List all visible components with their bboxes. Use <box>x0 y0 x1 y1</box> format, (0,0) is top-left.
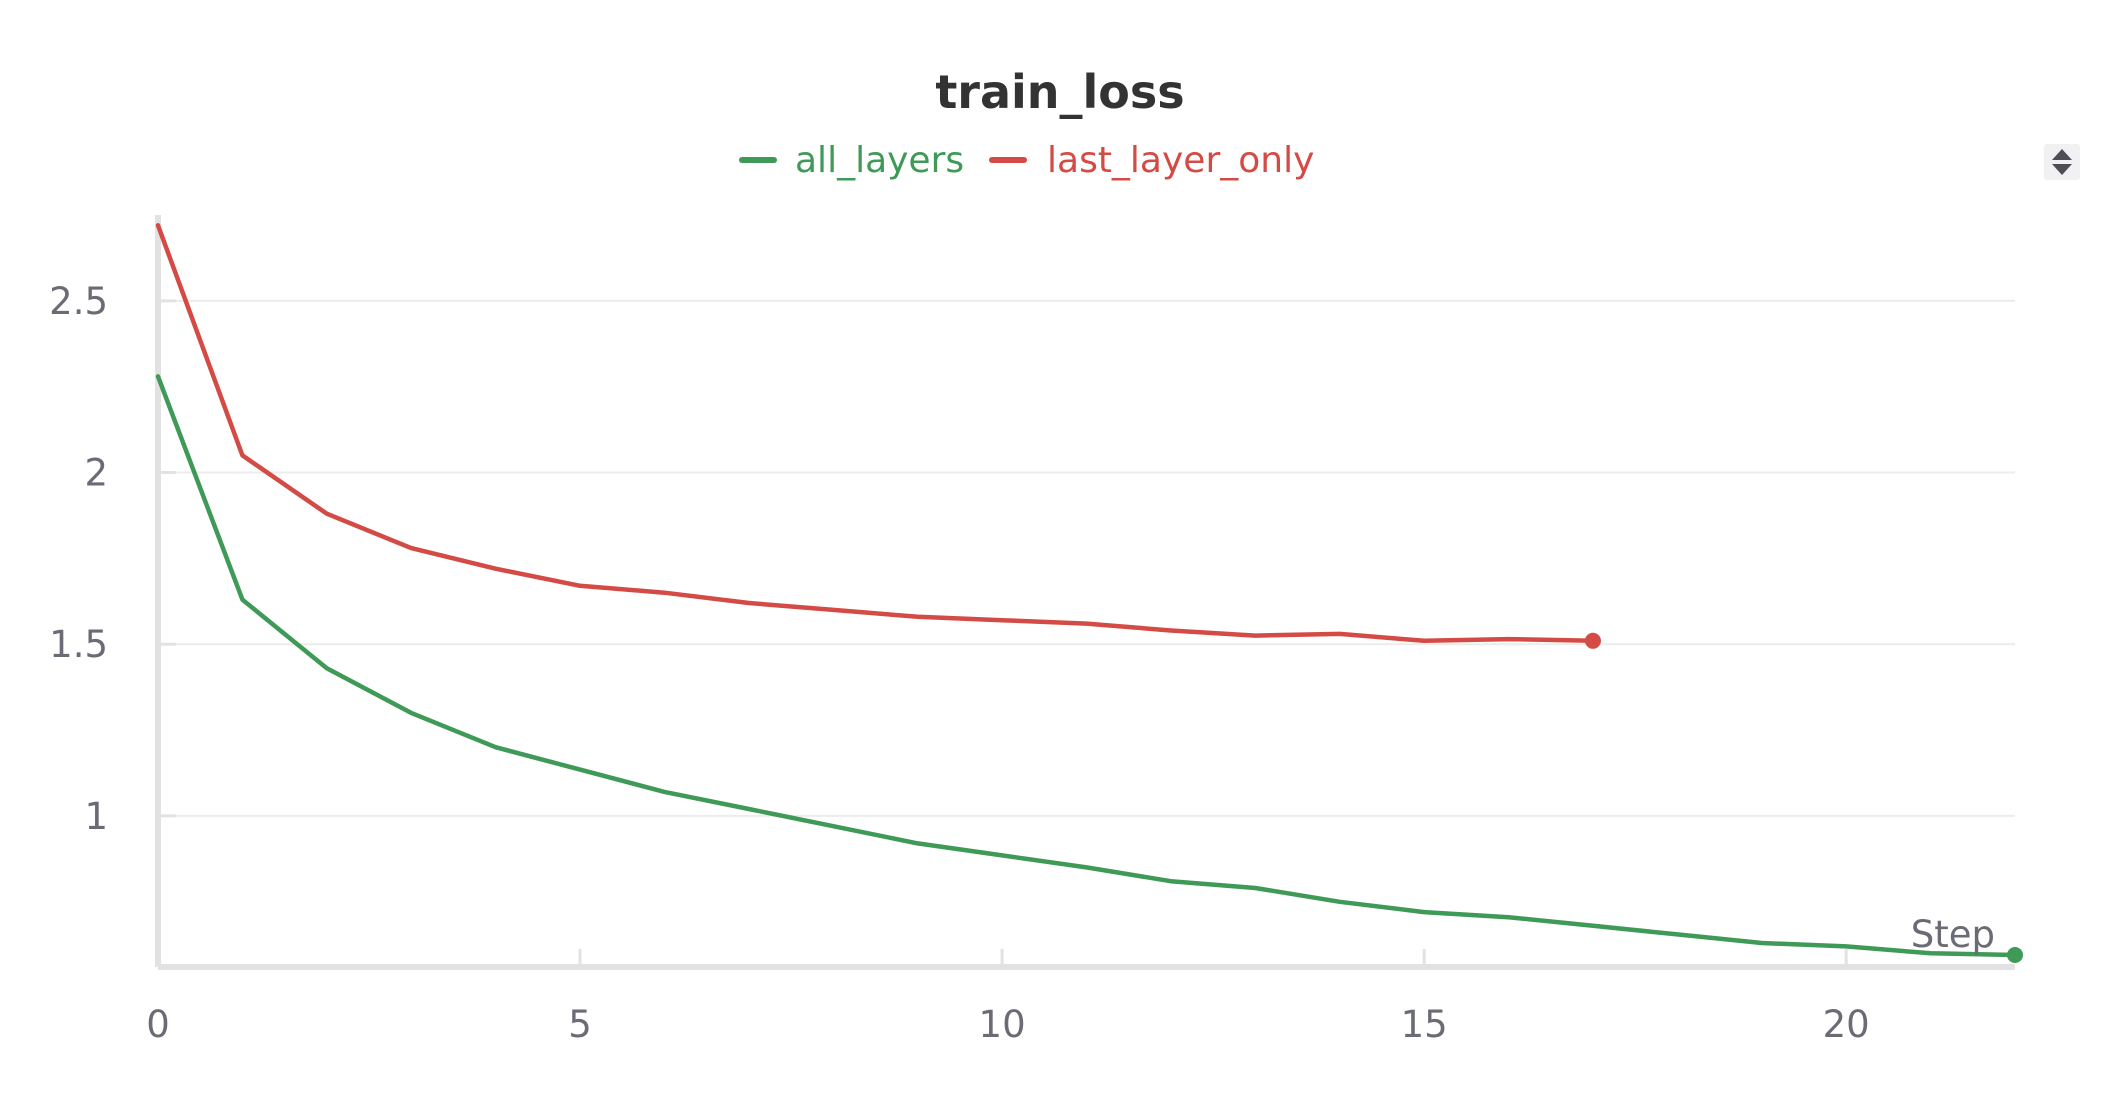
legend-label-last_layer_only: last_layer_only <box>1047 140 1314 181</box>
x-tick-label-3: 15 <box>1401 1003 1448 1046</box>
axes <box>155 215 2015 970</box>
y-tick-label-2: 2 <box>84 452 108 495</box>
x-tick-label-1: 5 <box>568 1003 592 1046</box>
series-end-point-last_layer_only <box>1584 632 1601 649</box>
y-tick-label-3: 2.5 <box>49 280 108 323</box>
x-tick-label-2: 10 <box>979 1003 1026 1046</box>
legend: all_layers last_layer_only <box>739 140 1314 181</box>
y-tick-label-1: 1.5 <box>49 623 108 666</box>
x-tick-label-4: 20 <box>1823 1003 1870 1046</box>
legend-item-last_layer_only[interactable]: last_layer_only <box>989 140 1314 181</box>
series <box>155 223 2023 963</box>
legend-label-all_layers: all_layers <box>795 140 964 181</box>
sort-button[interactable] <box>2044 144 2080 180</box>
chart-title: train_loss <box>935 65 1184 119</box>
x-tick-label-0: 0 <box>146 1003 170 1046</box>
series-line-all_layers <box>155 374 2018 958</box>
grid <box>158 299 2015 817</box>
tick-labels: 0 5 10 15 20 1 1.5 2 2.5 <box>49 280 1870 1046</box>
series-end-point-all_layers <box>2007 946 2023 963</box>
y-tick-label-0: 1 <box>84 795 108 838</box>
sort-button-background[interactable] <box>2044 144 2080 180</box>
legend-item-all_layers[interactable]: all_layers <box>739 140 964 181</box>
sort-up-down-icon <box>2052 149 2072 175</box>
series-line-last_layer_only <box>155 223 1596 644</box>
x-axis-title: Step <box>1911 913 1995 956</box>
